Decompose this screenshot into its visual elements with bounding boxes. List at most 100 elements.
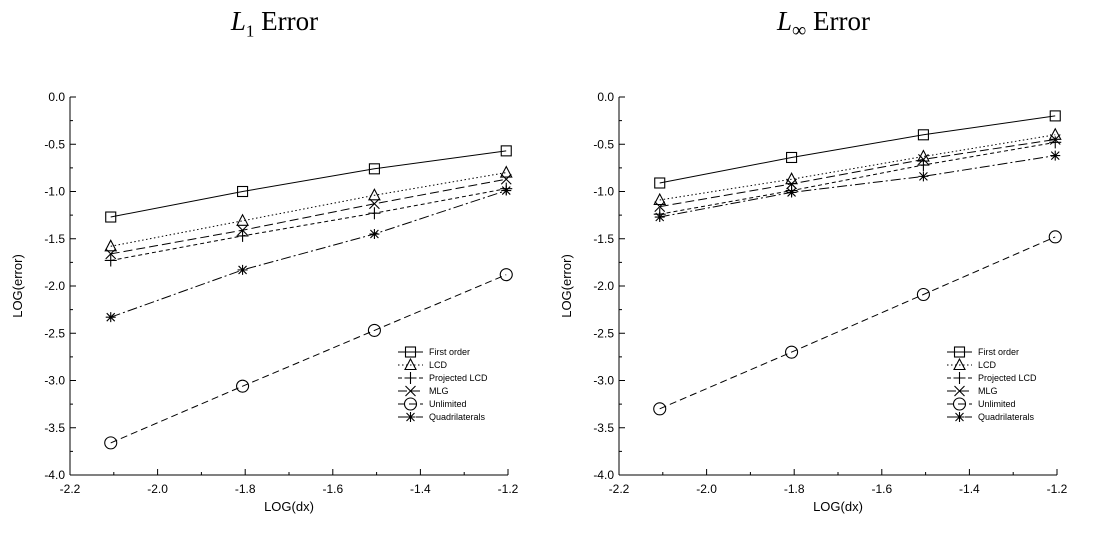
series-projected-lcd xyxy=(104,182,513,267)
data-point-x xyxy=(105,248,117,260)
legend-marker-plus xyxy=(953,372,966,384)
legend-label: MLG xyxy=(429,386,449,396)
data-point-star xyxy=(237,264,248,275)
legend-label: LCD xyxy=(978,360,997,370)
legend-label: Quadrilaterals xyxy=(978,412,1035,422)
data-point-triangle xyxy=(653,192,667,206)
x-tick-label: -1.8 xyxy=(784,482,805,496)
legend: First order LCD Projected LCD MLG Unlimited Q… xyxy=(398,346,488,422)
legend-marker-plus xyxy=(404,372,417,384)
x-axis-label: LOG(dx) xyxy=(264,499,314,514)
data-point-circle xyxy=(236,379,250,393)
y-tick-label: -1.5 xyxy=(44,232,65,246)
data-point-plus xyxy=(1049,136,1062,149)
legend-label: Unlimited xyxy=(978,399,1016,409)
y-tick-label: -0.5 xyxy=(44,137,65,151)
y-tick-label: 0.0 xyxy=(48,90,65,104)
series-line-lcd xyxy=(659,134,1056,201)
data-point-x xyxy=(369,198,380,210)
y-tick-label: -1.5 xyxy=(593,232,614,246)
x-tick-label: -1.6 xyxy=(871,482,892,496)
y-tick-label: -2.5 xyxy=(593,326,614,340)
data-point-circle xyxy=(1048,230,1062,244)
x-tick-label: -2.2 xyxy=(60,482,81,496)
data-point-plus xyxy=(104,254,117,267)
x-tick-label: -1.2 xyxy=(498,482,519,496)
chart-title-subscript: ∞ xyxy=(792,19,807,42)
y-tick-label: -3.0 xyxy=(44,374,65,388)
legend-marker-square xyxy=(404,346,417,358)
data-point-circle xyxy=(367,323,381,337)
data-point-square xyxy=(237,185,249,198)
series-mlg xyxy=(105,173,512,260)
y-tick-label: -2.0 xyxy=(593,279,614,293)
y-tick-label: -3.5 xyxy=(44,421,65,435)
data-point-x xyxy=(786,178,797,190)
data-point-square xyxy=(917,129,929,141)
chart-l1-error: -2.2 -2.0 -1.8 -1.6 -1.4 -1.2 0.0 -0.5 -1.0 -1.5 -… xyxy=(10,90,519,514)
data-point-triangle xyxy=(104,239,118,252)
chart-title-text: Error xyxy=(254,6,319,36)
y-tick-label: -3.0 xyxy=(593,374,614,388)
series-first-order xyxy=(105,145,512,223)
chart-title-symbol: L xyxy=(776,6,793,36)
chart-title-subscript: 1 xyxy=(245,21,255,41)
series-line-first-order xyxy=(110,150,507,218)
legend-marker-triangle xyxy=(404,357,417,371)
legend-marker-circle xyxy=(403,397,418,411)
data-point-square xyxy=(368,163,380,175)
x-tick-label: -1.8 xyxy=(235,482,256,496)
data-point-square xyxy=(500,145,512,157)
series-quadrilaterals xyxy=(654,150,1061,223)
data-point-star xyxy=(1050,150,1061,161)
legend-label: LCD xyxy=(429,360,448,370)
legend-marker-triangle xyxy=(953,357,966,371)
data-point-x xyxy=(654,201,666,213)
data-point-circle xyxy=(653,402,667,416)
series-line-projected-lcd xyxy=(110,188,507,261)
data-point-circle xyxy=(916,287,930,302)
series-line-mlg xyxy=(110,178,507,255)
chart-title-text: Error xyxy=(806,6,870,36)
legend-marker-x xyxy=(954,385,965,397)
series-lcd xyxy=(104,165,513,252)
x-tick-label: -1.2 xyxy=(1047,482,1068,496)
legend-marker-square xyxy=(953,346,966,358)
series-projected-lcd xyxy=(653,136,1062,221)
series-line-unlimited xyxy=(110,274,507,444)
legend-label: First order xyxy=(429,347,470,357)
data-point-x xyxy=(918,153,929,165)
chart-title-l1: L1 Error xyxy=(0,6,549,41)
chart-title-symbol: L xyxy=(230,6,246,36)
data-point-plus xyxy=(368,207,381,220)
y-tick-label: -2.5 xyxy=(44,326,65,340)
series-line-quadrilaterals xyxy=(659,155,1056,218)
data-point-square xyxy=(105,211,117,223)
legend-label: First order xyxy=(978,347,1019,357)
data-point-square xyxy=(654,177,666,189)
y-tick-label: -3.5 xyxy=(593,421,614,435)
series-line-projected-lcd xyxy=(659,141,1056,215)
data-point-x xyxy=(1049,134,1061,145)
x-axis-label: LOG(dx) xyxy=(813,499,863,514)
series-line-lcd xyxy=(110,172,507,247)
y-tick-label: -4.0 xyxy=(593,468,614,482)
data-point-plus xyxy=(236,229,249,242)
series-unlimited xyxy=(104,268,513,450)
data-point-star xyxy=(918,171,929,182)
y-tick-label: -4.0 xyxy=(44,468,65,482)
x-tick-label: -2.2 xyxy=(609,482,630,496)
data-point-triangle xyxy=(499,165,513,178)
series-mlg xyxy=(654,134,1061,213)
y-tick-label: 0.0 xyxy=(597,90,614,104)
x-tick-label: -1.4 xyxy=(410,482,431,496)
legend-marker-star xyxy=(954,412,965,422)
y-tick-label: -2.0 xyxy=(44,279,65,293)
y-tick-label: -0.5 xyxy=(593,137,614,151)
data-point-square xyxy=(786,151,798,164)
chart-panel-l1: L1 Error -2.2 -2.0 -1.8 -1.6 -1.4 -1.2 0.0 -0.5… xyxy=(0,6,549,514)
data-point-star xyxy=(105,312,116,323)
y-axis-label: LOG(error) xyxy=(10,254,25,318)
data-point-circle xyxy=(104,436,118,450)
legend-marker-x xyxy=(405,385,416,397)
